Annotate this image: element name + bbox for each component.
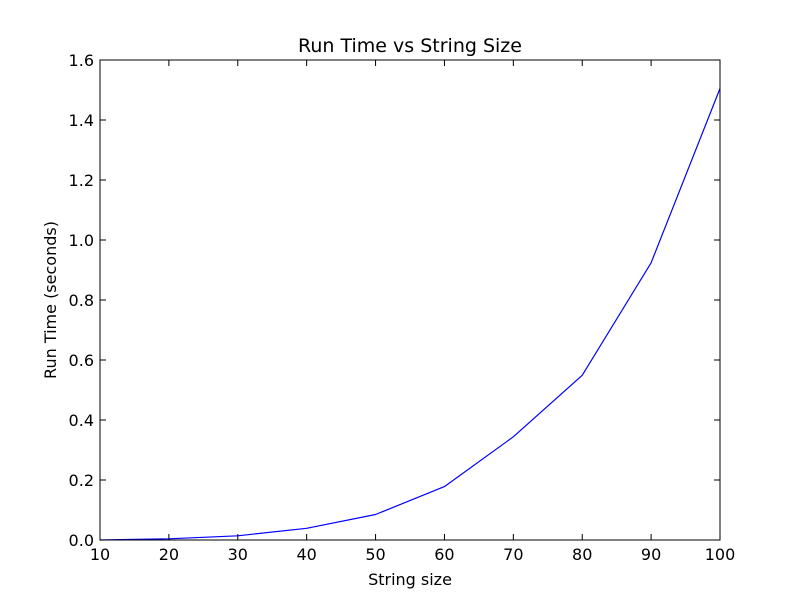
x-tick-label: 100 <box>705 545 736 564</box>
x-axis-label: String size <box>368 570 452 589</box>
x-tick-label: 50 <box>365 545 385 564</box>
x-tick-label: 20 <box>159 545 179 564</box>
x-tick-label: 70 <box>503 545 523 564</box>
y-tick-label: 0.4 <box>69 411 94 430</box>
y-tick-label: 0.0 <box>69 531 94 550</box>
y-tick-label: 1.0 <box>69 231 94 250</box>
y-tick-label: 1.6 <box>69 51 94 70</box>
y-tick-label: 1.4 <box>69 111 94 130</box>
chart-title: Run Time vs String Size <box>298 35 522 57</box>
ticks-layer: 10 20 30 40 50 60 70 80 90 100 0.0 0.2 0.4 0.6 0.8 1.0 1… <box>69 51 736 564</box>
y-tick-label: 1.2 <box>69 171 94 190</box>
y-axis-label: Run Time (seconds) <box>41 221 60 379</box>
y-tick-label: 0.2 <box>69 471 94 490</box>
plot-area-frame <box>99 59 721 541</box>
y-tick-label: 0.6 <box>69 351 94 370</box>
x-tick-label: 40 <box>296 545 316 564</box>
series-line <box>99 88 721 541</box>
x-tick-label: 60 <box>434 545 454 564</box>
y-tick-label: 0.8 <box>69 291 94 310</box>
series-layer <box>99 88 721 541</box>
x-tick-label: 30 <box>228 545 248 564</box>
x-tick-label: 80 <box>572 545 592 564</box>
x-tick-label: 90 <box>641 545 661 564</box>
x-tick-label: 10 <box>90 545 110 564</box>
